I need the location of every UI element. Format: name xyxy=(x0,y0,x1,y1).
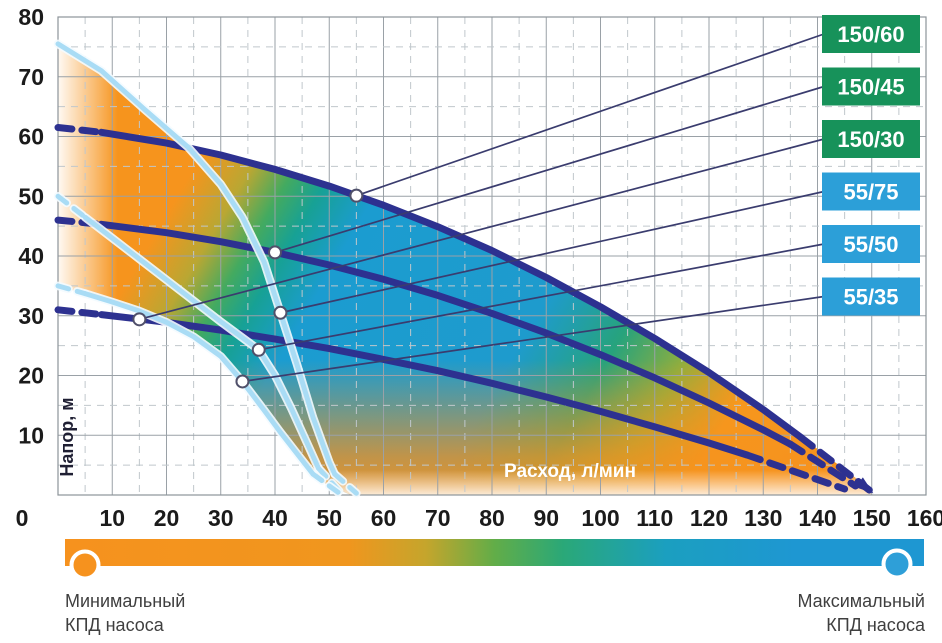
badge-150-45: 150/45 xyxy=(822,67,920,106)
efficiency-gradient-bar xyxy=(65,539,924,566)
badge-label: 55/50 xyxy=(843,232,898,257)
plot-border xyxy=(57,16,927,496)
max-efficiency-marker xyxy=(881,548,913,580)
duty-point-marker xyxy=(349,188,364,203)
grid-layer xyxy=(57,16,927,496)
pump-curve-55-35 xyxy=(310,471,343,497)
y-tick-label: 20 xyxy=(18,363,44,389)
duty-point-marker xyxy=(268,245,282,260)
pump-curve-150-45 xyxy=(97,220,794,448)
badge-rect xyxy=(822,225,920,263)
badge-55-35: 55/35 xyxy=(822,277,920,316)
x-tick-labels: 10 20 30 40 50 60 70 80 90 100 110 120 130 140 150 160 xyxy=(99,505,942,531)
pump-curve-150-60 xyxy=(54,124,105,136)
axis-labels: 10 20 30 40 50 60 70 80 90 100 110 120 130 140 150 160 … xyxy=(16,4,942,531)
pump-curve-55-35 xyxy=(55,283,88,297)
badge-label: 150/45 xyxy=(837,75,904,100)
badge-connector-line xyxy=(356,33,825,197)
x-tick-label: 20 xyxy=(154,505,180,531)
x-tick-label: 130 xyxy=(744,505,782,531)
x-tick-label: 160 xyxy=(907,505,942,531)
y-tick-label: 10 xyxy=(18,422,44,448)
pump-curve-150-60 xyxy=(97,128,805,442)
y-tick-labels: 10 20 30 40 50 60 70 80 xyxy=(18,4,44,448)
y-tick-label: 30 xyxy=(18,303,44,329)
duty-point-marker xyxy=(251,342,266,357)
badge-connector-line xyxy=(258,243,825,351)
badge-label: 55/75 xyxy=(843,180,898,205)
curve-markers-layer xyxy=(132,188,364,389)
badge-150-60: 150/60 xyxy=(822,15,920,53)
badge-label: 55/35 xyxy=(843,285,898,310)
badge-rect xyxy=(822,277,920,316)
min-efficiency-label-line2: КПД насоса xyxy=(65,615,165,635)
duty-point-marker xyxy=(132,312,147,327)
y-axis-title: Напор, м xyxy=(57,397,77,476)
x-tick-label: 80 xyxy=(479,505,505,531)
x-tick-label: 140 xyxy=(798,505,836,531)
badge-150-30: 150/30 xyxy=(822,120,920,158)
x-tick-label: 110 xyxy=(636,505,673,531)
pump-curve-150-30 xyxy=(743,451,849,493)
max-efficiency-label-line2: КПД насоса xyxy=(826,615,926,635)
badge-connector-line xyxy=(280,190,825,314)
y-tick-label: 40 xyxy=(18,243,44,269)
pump-curve-150-30 xyxy=(54,306,105,319)
y-tick-label: 80 xyxy=(18,4,44,30)
model-badges: 150/60 150/45 150/30 55/75 55/50 55/35 xyxy=(822,15,920,316)
y-tick-label: 70 xyxy=(18,64,44,90)
pump-curve-55-75 xyxy=(332,471,359,496)
x-axis-title: Расход, л/мин xyxy=(504,461,636,482)
x-tick-label: 120 xyxy=(690,505,728,531)
badge-rect xyxy=(822,120,920,158)
badge-connector-line xyxy=(139,138,825,321)
badge-55-50: 55/50 xyxy=(822,225,920,263)
y-tick-label: 60 xyxy=(18,124,44,150)
duty-point-marker xyxy=(235,374,250,389)
x-tick-label: 10 xyxy=(99,505,125,531)
pump-curve-55-35 xyxy=(82,291,316,477)
x-tick-label: 30 xyxy=(208,505,234,531)
x-tick-label: 100 xyxy=(581,505,619,531)
badge-rect xyxy=(822,172,920,211)
x-tick-label: 90 xyxy=(533,505,559,531)
curves-layer xyxy=(53,39,876,499)
x-tick-label: 50 xyxy=(316,505,342,531)
efficiency-legend: Минимальный КПД насоса Максимальный КПД … xyxy=(65,539,926,635)
y-tick-label: 50 xyxy=(18,183,44,209)
badge-connector-line xyxy=(274,85,825,254)
badge-label: 150/60 xyxy=(837,22,904,47)
duty-point-marker xyxy=(273,305,288,320)
min-efficiency-label-line1: Минимальный xyxy=(65,591,185,611)
badge-connector-layer xyxy=(139,33,825,383)
pump-curve-55-50 xyxy=(55,193,88,220)
origin-tick-label: 0 xyxy=(16,505,29,531)
pump-curve-150-45 xyxy=(786,440,859,490)
badge-connector-line xyxy=(242,295,825,383)
min-efficiency-marker xyxy=(69,549,101,581)
badge-55-75: 55/75 xyxy=(822,172,920,211)
pump-curve-55-50 xyxy=(82,214,321,471)
x-tick-label: 70 xyxy=(425,505,451,531)
x-tick-label: 40 xyxy=(262,505,288,531)
arrowhead-icon xyxy=(855,477,874,494)
x-tick-label: 150 xyxy=(853,505,891,531)
pump-curve-55-75 xyxy=(55,41,338,477)
badge-label: 150/30 xyxy=(837,127,904,152)
pump-curve-150-30 xyxy=(97,311,751,459)
max-efficiency-label-line1: Максимальный xyxy=(797,591,925,611)
badge-rect xyxy=(822,15,920,53)
x-tick-label: 60 xyxy=(371,505,397,531)
badge-rect xyxy=(822,67,920,106)
